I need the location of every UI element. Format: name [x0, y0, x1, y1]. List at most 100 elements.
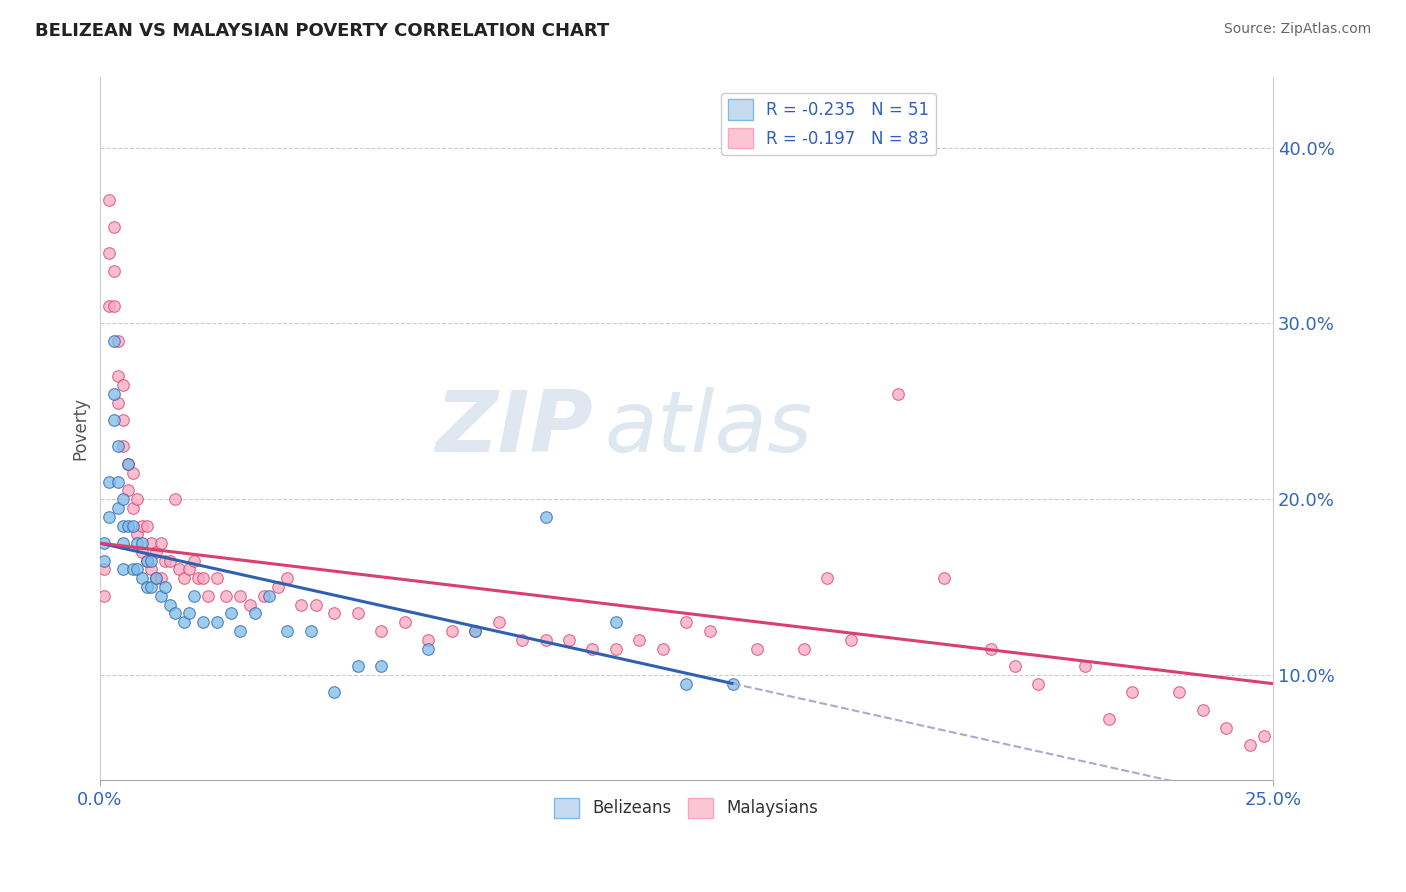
Point: [135, 580, 157, 594]
Point: [103, 386, 125, 401]
Point: [675, 615, 697, 629]
Point: [191, 571, 214, 585]
Point: [346, 607, 368, 621]
Y-axis label: Poverty: Poverty: [72, 397, 89, 460]
Point: [163, 492, 186, 507]
Point: [127, 536, 149, 550]
Point: [159, 598, 181, 612]
Point: [418, 632, 440, 647]
Point: [112, 492, 135, 507]
Point: [169, 562, 191, 576]
Point: [107, 500, 129, 515]
Point: [793, 641, 815, 656]
Point: [1215, 721, 1237, 735]
Point: [135, 518, 157, 533]
Text: atlas: atlas: [605, 387, 813, 470]
Point: [605, 615, 627, 629]
Point: [581, 641, 603, 656]
Point: [558, 632, 581, 647]
Point: [1253, 730, 1275, 744]
Point: [103, 334, 125, 348]
Point: [651, 641, 673, 656]
Point: [239, 598, 262, 612]
Point: [117, 518, 139, 533]
Point: [197, 589, 219, 603]
Point: [173, 615, 195, 629]
Point: [141, 580, 163, 594]
Point: [183, 554, 205, 568]
Point: [191, 615, 214, 629]
Point: [323, 685, 346, 699]
Point: [173, 571, 195, 585]
Point: [839, 632, 862, 647]
Point: [112, 413, 135, 427]
Point: [215, 589, 238, 603]
Text: Source: ZipAtlas.com: Source: ZipAtlas.com: [1223, 22, 1371, 37]
Point: [394, 615, 416, 629]
Point: [815, 571, 838, 585]
Point: [243, 607, 266, 621]
Point: [205, 615, 228, 629]
Point: [187, 571, 209, 585]
Point: [103, 299, 125, 313]
Point: [699, 624, 721, 638]
Point: [510, 632, 533, 647]
Point: [934, 571, 956, 585]
Point: [675, 676, 697, 690]
Point: [1168, 685, 1191, 699]
Text: BELIZEAN VS MALAYSIAN POVERTY CORRELATION CHART: BELIZEAN VS MALAYSIAN POVERTY CORRELATIO…: [35, 22, 609, 40]
Point: [886, 386, 908, 401]
Point: [98, 246, 121, 260]
Point: [1074, 659, 1097, 673]
Point: [229, 589, 252, 603]
Point: [112, 562, 135, 576]
Point: [141, 554, 163, 568]
Point: [628, 632, 651, 647]
Point: [112, 536, 135, 550]
Point: [149, 536, 172, 550]
Point: [745, 641, 768, 656]
Point: [107, 475, 129, 489]
Point: [112, 439, 135, 453]
Point: [205, 571, 228, 585]
Point: [117, 483, 139, 498]
Point: [103, 413, 125, 427]
Point: [534, 509, 557, 524]
Point: [605, 641, 627, 656]
Point: [135, 554, 157, 568]
Point: [107, 334, 129, 348]
Point: [1028, 676, 1050, 690]
Point: [107, 439, 129, 453]
Point: [135, 554, 157, 568]
Point: [1191, 703, 1213, 717]
Point: [488, 615, 510, 629]
Point: [323, 607, 346, 621]
Point: [149, 571, 172, 585]
Point: [98, 299, 121, 313]
Point: [1239, 738, 1261, 752]
Point: [219, 607, 242, 621]
Point: [141, 536, 163, 550]
Point: [418, 641, 440, 656]
Point: [183, 589, 205, 603]
Point: [117, 457, 139, 471]
Point: [93, 562, 115, 576]
Point: [257, 589, 280, 603]
Point: [980, 641, 1002, 656]
Point: [149, 589, 172, 603]
Point: [1121, 685, 1143, 699]
Legend: Belizeans, Malaysians: Belizeans, Malaysians: [547, 791, 825, 825]
Point: [440, 624, 463, 638]
Point: [155, 580, 177, 594]
Point: [370, 624, 392, 638]
Point: [131, 518, 153, 533]
Point: [229, 624, 252, 638]
Point: [117, 457, 139, 471]
Point: [107, 395, 129, 409]
Point: [141, 562, 163, 576]
Point: [103, 219, 125, 234]
Point: [276, 571, 298, 585]
Point: [121, 518, 143, 533]
Point: [131, 536, 153, 550]
Point: [299, 624, 322, 638]
